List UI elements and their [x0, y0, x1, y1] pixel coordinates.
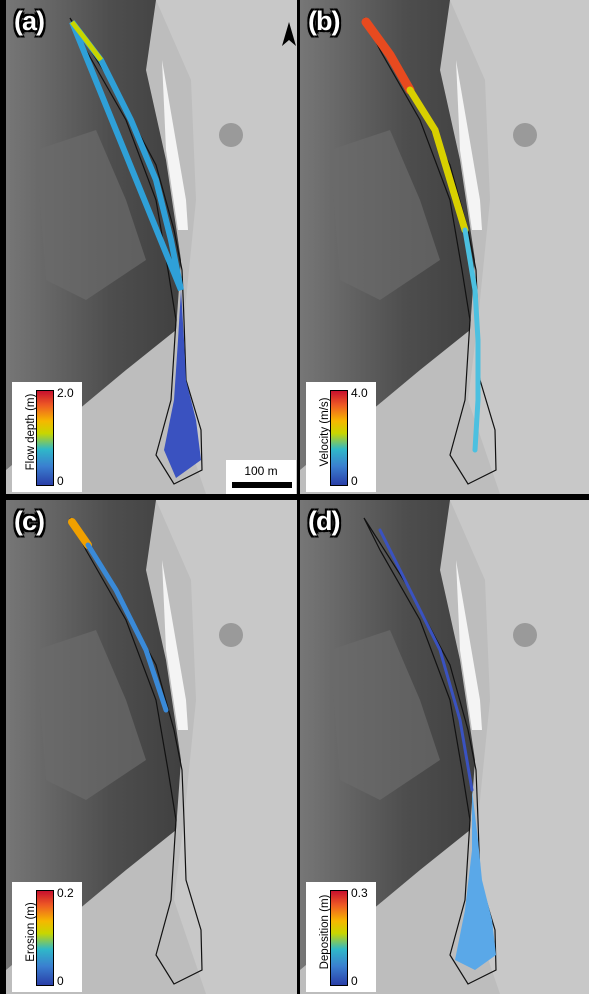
scale-bar: 100 m	[226, 460, 296, 494]
hillshade-map-d	[300, 500, 589, 994]
colorbar	[330, 390, 348, 486]
colorbar	[36, 390, 54, 486]
legend-max: 2.0	[57, 386, 74, 400]
legend-min: 0	[351, 974, 358, 988]
panel-a: (a) Flow depth (m) 2.0 0 100 m	[6, 0, 297, 494]
scale-bar-label: 100 m	[244, 464, 278, 478]
legend-min: 0	[57, 474, 64, 488]
colorbar	[36, 890, 54, 986]
panel-b: (b) Velocity (m/s) 4.0 0	[300, 0, 589, 494]
colorbar-legend: Flow depth (m) 2.0 0	[12, 382, 82, 492]
panel-label: (b)	[308, 6, 341, 36]
colorbar	[330, 890, 348, 986]
colorbar-legend: Erosion (m) 0.2 0	[12, 882, 82, 992]
panel-d: (d) Deposition (m) 0.3 0	[300, 500, 589, 994]
legend-min: 0	[351, 474, 358, 488]
panel-label: (c)	[14, 506, 45, 536]
colorbar-legend: Deposition (m) 0.3 0	[306, 882, 376, 992]
panel-c: (c) Erosion (m) 0.2 0	[6, 500, 297, 994]
legend-max: 4.0	[351, 386, 368, 400]
legend-min: 0	[57, 974, 64, 988]
scale-bar-line	[232, 482, 292, 488]
hillshade-map-a	[6, 0, 297, 494]
legend-max: 0.2	[57, 886, 74, 900]
legend-max: 0.3	[351, 886, 368, 900]
colorbar-legend: Velocity (m/s) 4.0 0	[306, 382, 376, 492]
panel-label: (a)	[14, 6, 45, 36]
north-arrow-icon	[282, 22, 296, 46]
panel-label: (d)	[308, 506, 341, 536]
